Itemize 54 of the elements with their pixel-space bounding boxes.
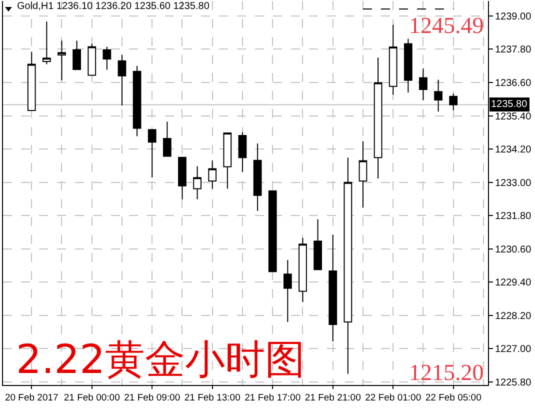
candlestick xyxy=(102,46,112,70)
candlestick xyxy=(374,57,382,179)
y-tick-label: 1234.20 xyxy=(495,144,532,156)
candlestick xyxy=(388,24,398,96)
candlestick xyxy=(58,40,66,81)
x-tick-label: 21 Feb 13:00 xyxy=(184,392,240,404)
candlestick xyxy=(118,54,126,106)
y-tick-label: 1225.80 xyxy=(495,377,532,388)
candlestick xyxy=(344,157,352,374)
candlestick xyxy=(419,68,428,101)
candlestick xyxy=(132,65,142,137)
y-tick-label: 1230.60 xyxy=(495,244,532,256)
candlestick xyxy=(148,129,156,178)
annotation: 2.22黄金小时图 xyxy=(16,337,306,383)
x-tick-label: 22 Feb 05:00 xyxy=(425,392,482,404)
y-tick-label: 1237.80 xyxy=(495,44,532,56)
candlestick xyxy=(72,40,81,70)
y-tick-label: 1236.60 xyxy=(495,78,532,90)
y-tick-label: 1229.40 xyxy=(495,278,532,289)
x-tick-label: 21 Feb 17:00 xyxy=(244,392,301,404)
y-tick-label: 1227.00 xyxy=(495,344,532,356)
x-tick-label: 22 Feb 01:00 xyxy=(365,392,422,404)
annotation: 1215.20 xyxy=(409,360,484,385)
candlestick xyxy=(88,43,96,76)
candlestick xyxy=(283,259,292,323)
y-tick-label: 1235.40 xyxy=(495,111,532,122)
candlestick xyxy=(253,143,262,212)
candlestick xyxy=(162,121,172,157)
candlestick xyxy=(298,238,307,303)
annotation: 1245.49 xyxy=(409,13,484,38)
x-tick-label: 21 Feb 09:00 xyxy=(124,392,180,404)
candlestick xyxy=(178,156,186,200)
candlestick xyxy=(449,93,458,111)
y-tick-label: 1231.80 xyxy=(495,211,532,222)
candlestick xyxy=(404,38,412,93)
x-tick-label: 21 Feb 21:00 xyxy=(304,392,361,404)
chart-title: Gold,H1 1236.10 1236.20 1235.60 1235.80 xyxy=(17,1,210,12)
candlestick xyxy=(223,132,232,190)
candlestick xyxy=(268,190,277,272)
ref-line-label: 1235.80 xyxy=(491,99,528,110)
candlestick xyxy=(314,218,322,270)
x-tick-label: 20 Feb 2017 xyxy=(4,392,58,404)
candlestick xyxy=(27,51,36,112)
y-tick-label: 1239.00 xyxy=(495,11,532,22)
candlestick xyxy=(208,160,217,190)
candlestick xyxy=(42,21,51,65)
candlestick xyxy=(193,166,202,200)
candlestick xyxy=(434,79,442,112)
candlestick xyxy=(238,132,247,173)
y-tick-label: 1228.20 xyxy=(495,310,532,322)
y-tick-label: 1233.00 xyxy=(495,178,532,189)
candlestick xyxy=(328,234,338,342)
candlestick xyxy=(358,140,368,208)
x-tick-label: 21 Feb 00:00 xyxy=(64,392,120,404)
